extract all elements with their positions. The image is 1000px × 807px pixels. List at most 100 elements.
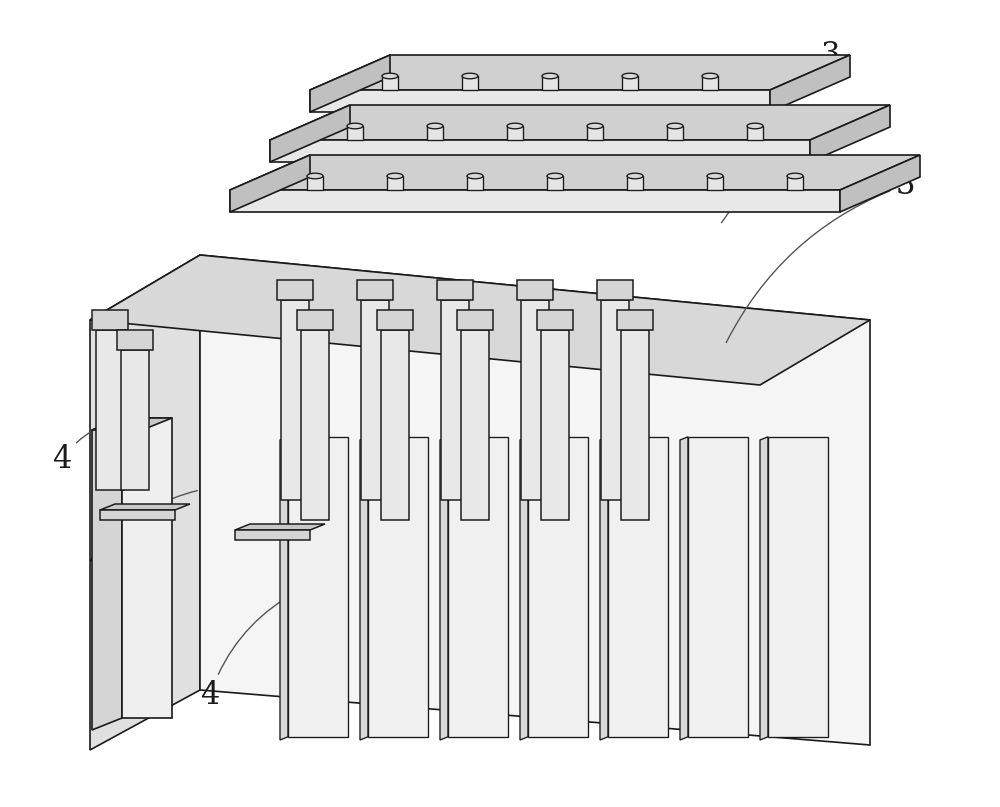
Ellipse shape [707,174,723,179]
Polygon shape [117,330,153,350]
Ellipse shape [547,174,563,179]
Text: 3: 3 [722,104,880,223]
Polygon shape [92,310,128,330]
Ellipse shape [587,123,603,129]
Polygon shape [617,310,653,330]
Polygon shape [270,105,350,162]
Polygon shape [448,437,508,737]
Polygon shape [688,437,748,737]
Ellipse shape [622,73,638,79]
Ellipse shape [427,123,443,129]
Polygon shape [230,155,920,190]
Polygon shape [627,176,643,190]
Polygon shape [467,176,483,190]
Polygon shape [541,330,569,520]
Ellipse shape [507,123,523,129]
Polygon shape [810,105,890,162]
Text: 4: 4 [200,592,298,710]
Polygon shape [622,76,638,90]
Polygon shape [521,300,549,500]
Polygon shape [92,418,122,730]
Ellipse shape [467,174,483,179]
Polygon shape [597,280,633,300]
Ellipse shape [382,73,398,79]
Polygon shape [301,330,329,520]
Polygon shape [707,176,723,190]
Polygon shape [377,310,413,330]
Polygon shape [601,300,629,500]
Polygon shape [90,255,870,385]
Polygon shape [360,437,368,740]
Polygon shape [310,55,850,90]
Ellipse shape [702,73,718,79]
Polygon shape [520,437,528,740]
Polygon shape [235,530,310,540]
Polygon shape [90,255,200,750]
Ellipse shape [747,123,763,129]
Polygon shape [270,105,890,140]
Polygon shape [297,310,333,330]
Polygon shape [281,300,309,500]
Polygon shape [768,437,828,737]
Polygon shape [441,300,469,500]
Polygon shape [92,418,172,430]
Polygon shape [100,504,190,510]
Polygon shape [427,126,443,140]
Polygon shape [310,90,770,112]
Polygon shape [230,190,840,212]
Polygon shape [310,55,390,112]
Ellipse shape [307,174,323,179]
Polygon shape [280,437,288,740]
Polygon shape [680,437,688,740]
Polygon shape [122,418,172,718]
Polygon shape [542,76,558,90]
Polygon shape [440,437,448,740]
Polygon shape [277,280,313,300]
Polygon shape [307,176,323,190]
Polygon shape [100,510,175,520]
Polygon shape [230,155,310,212]
Ellipse shape [627,174,643,179]
Polygon shape [121,350,149,490]
Polygon shape [357,280,393,300]
Polygon shape [457,310,493,330]
Polygon shape [347,126,363,140]
Polygon shape [537,310,573,330]
Ellipse shape [462,73,478,79]
Polygon shape [747,126,763,140]
Polygon shape [547,176,563,190]
Polygon shape [461,330,489,520]
Polygon shape [387,176,403,190]
Polygon shape [200,255,870,745]
Ellipse shape [787,174,803,179]
Polygon shape [760,437,768,740]
Polygon shape [608,437,668,737]
Polygon shape [702,76,718,90]
Polygon shape [381,330,409,520]
Polygon shape [840,155,920,212]
Polygon shape [507,126,523,140]
Text: 3: 3 [726,169,915,342]
Text: 3: 3 [712,40,840,103]
Ellipse shape [387,174,403,179]
Polygon shape [770,55,850,112]
Polygon shape [235,524,325,530]
Polygon shape [270,140,810,162]
Polygon shape [667,126,683,140]
Polygon shape [462,76,478,90]
Polygon shape [437,280,473,300]
Polygon shape [528,437,588,737]
Polygon shape [787,176,803,190]
Ellipse shape [347,123,363,129]
Polygon shape [587,126,603,140]
Polygon shape [368,437,428,737]
Polygon shape [361,300,389,500]
Ellipse shape [542,73,558,79]
Polygon shape [96,330,124,490]
Text: 4: 4 [88,491,197,575]
Polygon shape [517,280,553,300]
Polygon shape [600,437,608,740]
Polygon shape [288,437,348,737]
Polygon shape [382,76,398,90]
Text: 4: 4 [52,420,117,475]
